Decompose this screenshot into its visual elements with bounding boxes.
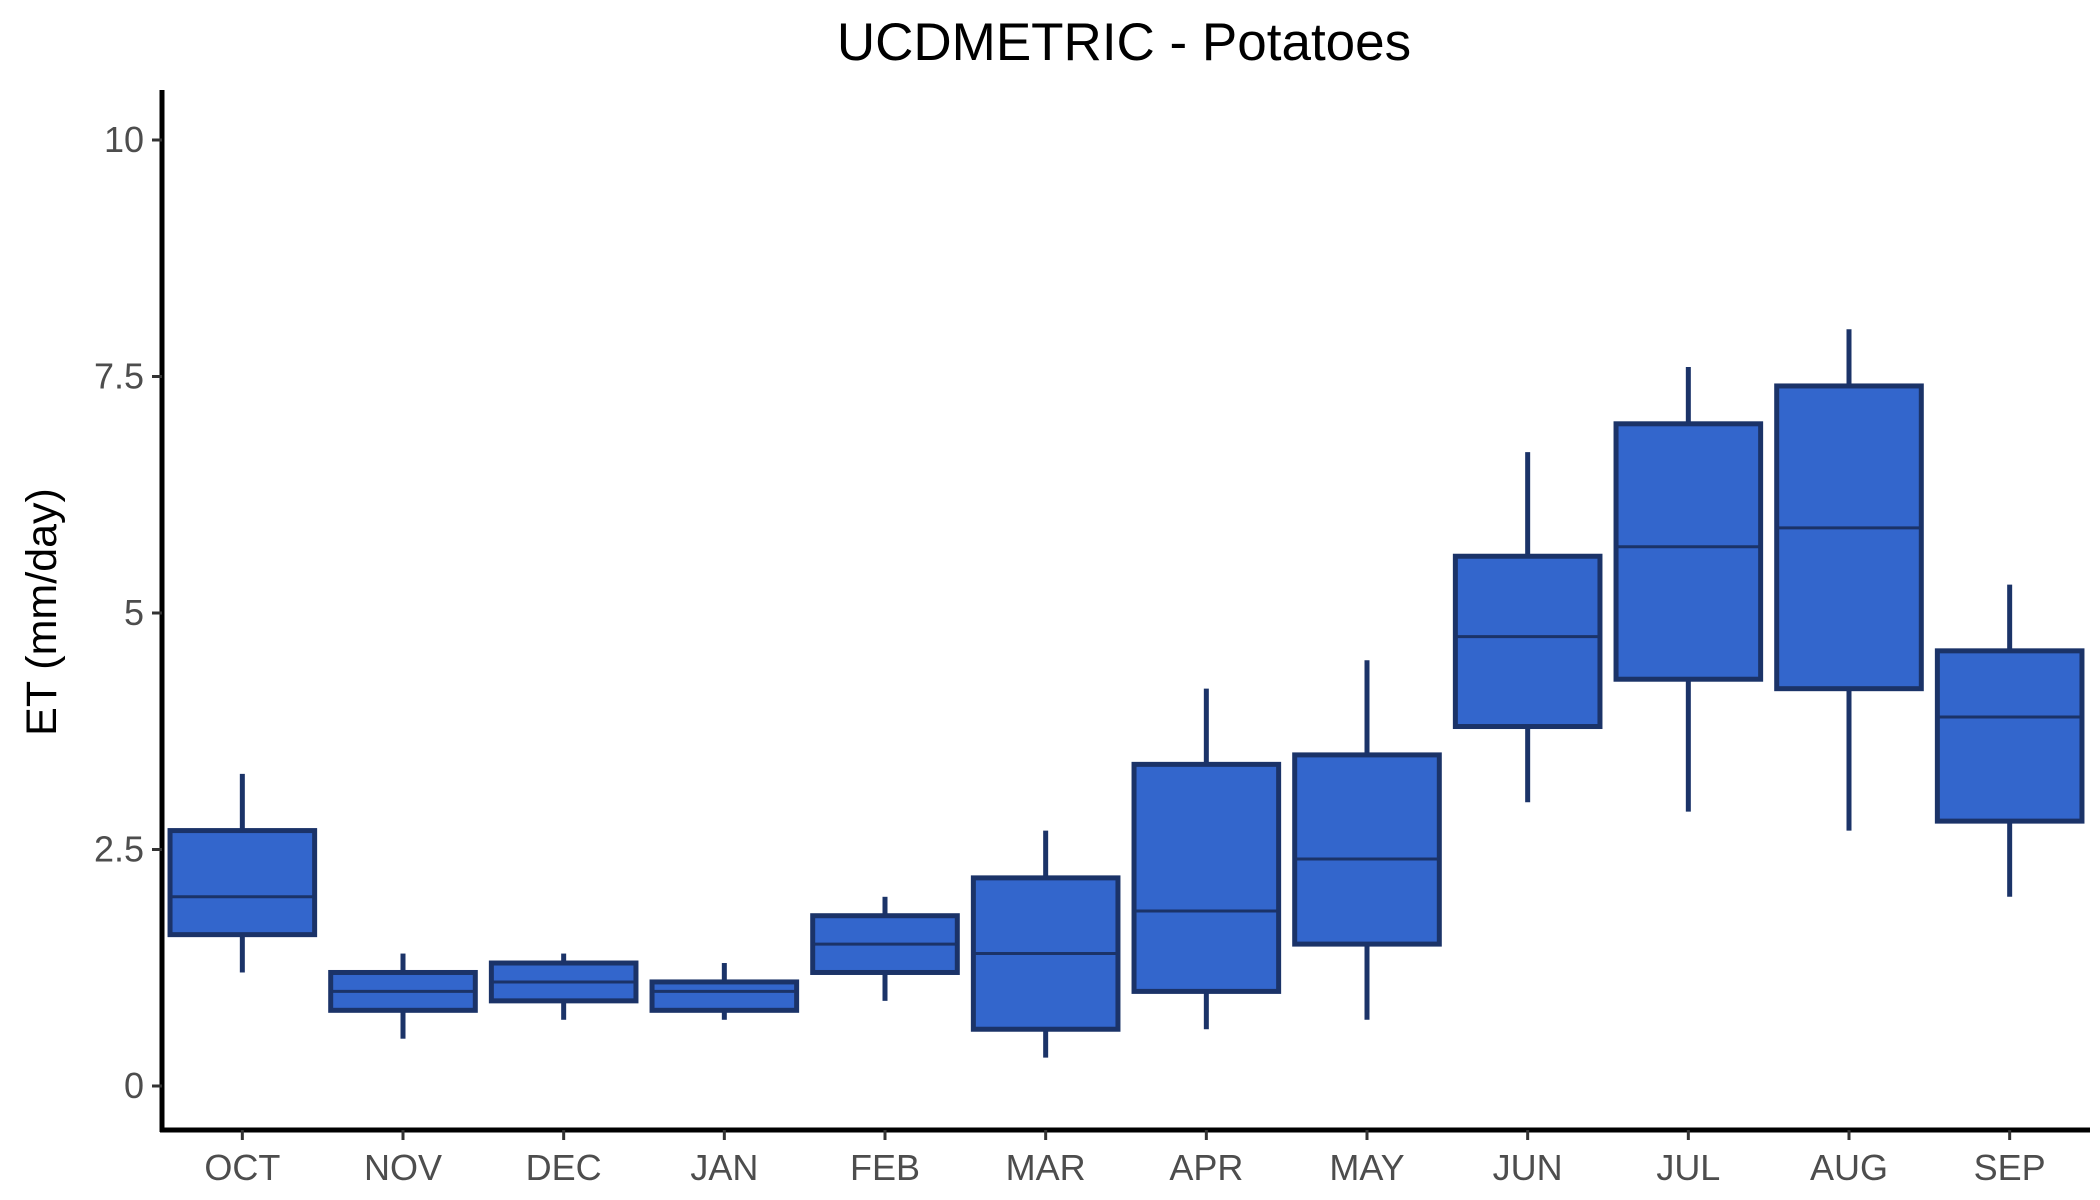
box-jan xyxy=(649,979,800,1013)
box-jun xyxy=(1452,553,1603,730)
box-apr xyxy=(1131,761,1282,994)
y-tick-label: 7.5 xyxy=(94,356,144,397)
x-tick-label: DEC xyxy=(526,1147,602,1188)
y-tick-label: 0 xyxy=(124,1065,144,1106)
box-oct xyxy=(167,828,318,938)
chart-title: UCDMETRIC - Potatoes xyxy=(837,13,1411,72)
x-tick-label: MAR xyxy=(1006,1147,1086,1188)
y-tick-label: 2.5 xyxy=(94,829,144,870)
x-tick-label: APR xyxy=(1169,1147,1243,1188)
x-tick-label: AUG xyxy=(1810,1147,1888,1188)
plot-area: 0 2.5 5 7.5 10 OCT NOV DEC JAN FEB MAR APR MAY JUN JUL… xyxy=(94,90,2090,1188)
box-sep xyxy=(1934,648,2085,824)
x-tick-label: SEP xyxy=(1974,1147,2046,1188)
box-may xyxy=(1292,752,1442,947)
x-tick-label: NOV xyxy=(364,1147,442,1188)
x-tick-label: JUL xyxy=(1656,1147,1720,1188)
x-tick-label: MAY xyxy=(1329,1147,1404,1188)
y-axis-label: ET (mm/day) xyxy=(18,488,66,736)
box-aug xyxy=(1774,383,1924,692)
y-tick-label: 10 xyxy=(104,119,144,160)
x-tick-label: JUN xyxy=(1493,1147,1563,1188)
x-tick-label: JAN xyxy=(690,1147,758,1188)
box-jul xyxy=(1613,421,1764,682)
x-tick-label: FEB xyxy=(850,1147,920,1188)
x-tick-label: OCT xyxy=(204,1147,280,1188)
y-tick-label: 5 xyxy=(124,592,144,633)
